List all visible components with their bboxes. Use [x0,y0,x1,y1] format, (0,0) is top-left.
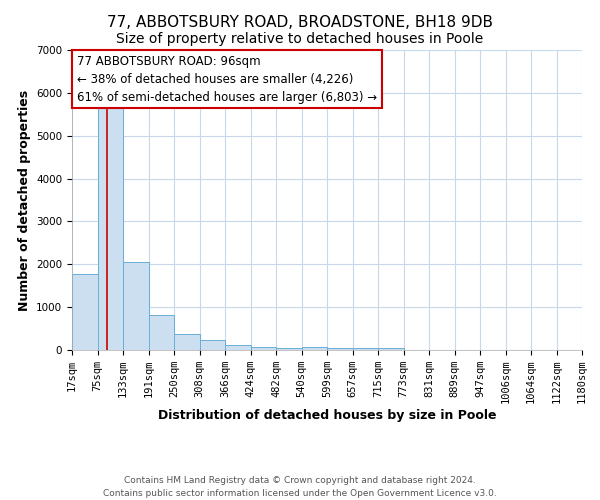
Bar [327,348,353,350]
Bar [378,348,404,350]
Text: Size of property relative to detached houses in Poole: Size of property relative to detached ho… [116,32,484,46]
Bar [276,348,302,350]
Bar [199,340,225,350]
Text: 77 ABBOTSBURY ROAD: 96sqm
← 38% of detached houses are smaller (4,226)
61% of se: 77 ABBOTSBURY ROAD: 96sqm ← 38% of detac… [77,54,377,104]
Text: Contains HM Land Registry data © Crown copyright and database right 2024.
Contai: Contains HM Land Registry data © Crown c… [103,476,497,498]
Bar [72,274,97,350]
Bar [302,347,327,350]
Bar [251,347,276,350]
Text: 77, ABBOTSBURY ROAD, BROADSTONE, BH18 9DB: 77, ABBOTSBURY ROAD, BROADSTONE, BH18 9D… [107,15,493,30]
Bar [353,348,378,350]
Bar [149,315,174,350]
Y-axis label: Number of detached properties: Number of detached properties [17,90,31,310]
Bar [174,334,199,350]
Bar [123,262,149,350]
X-axis label: Distribution of detached houses by size in Poole: Distribution of detached houses by size … [158,409,496,422]
Bar [225,345,251,350]
Bar [97,104,123,350]
